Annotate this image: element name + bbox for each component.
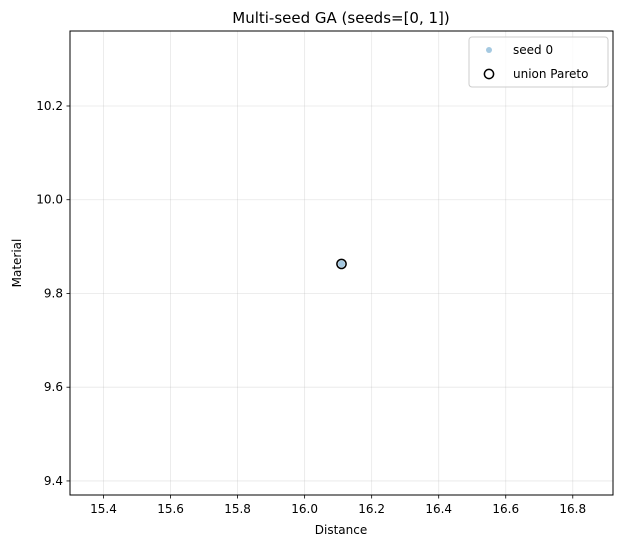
chart-title: Multi-seed GA (seeds=[0, 1]) (232, 9, 450, 27)
y-tick-label: 10.2 (36, 99, 63, 113)
y-tick-label: 9.6 (44, 380, 63, 394)
x-tick-label: 16.8 (559, 502, 586, 516)
y-axis-label: Material (10, 239, 24, 288)
x-axis-ticks: 15.4 15.6 15.8 16.0 16.2 16.4 16.6 16.8 (90, 495, 586, 516)
y-tick-label: 9.8 (44, 286, 63, 300)
x-tick-label: 16.6 (492, 502, 519, 516)
legend: seed 0 union Pareto (468, 36, 609, 88)
legend-marker-union-pareto (483, 68, 495, 80)
union-pareto-point (336, 258, 347, 270)
data-marks (336, 258, 347, 270)
legend-label-seed-0: seed 0 (513, 43, 553, 57)
seed-0-point (338, 260, 345, 268)
x-tick-label: 15.6 (157, 502, 184, 516)
x-tick-label: 15.8 (224, 502, 251, 516)
x-tick-label: 16.0 (291, 502, 318, 516)
x-axis-label: Distance (315, 523, 367, 537)
y-axis-ticks: 9.4 9.6 9.8 10.0 10.2 (36, 99, 70, 488)
y-tick-label: 10.0 (36, 193, 63, 207)
legend-label-union-pareto: union Pareto (513, 67, 588, 81)
legend-box (468, 36, 609, 88)
x-tick-label: 16.4 (425, 502, 452, 516)
grid (70, 31, 613, 495)
plot-frame (69, 30, 614, 496)
x-tick-label: 15.4 (90, 502, 117, 516)
legend-marker-seed-0 (486, 47, 492, 53)
x-tick-label: 16.2 (358, 502, 385, 516)
y-tick-label: 9.4 (44, 474, 63, 488)
